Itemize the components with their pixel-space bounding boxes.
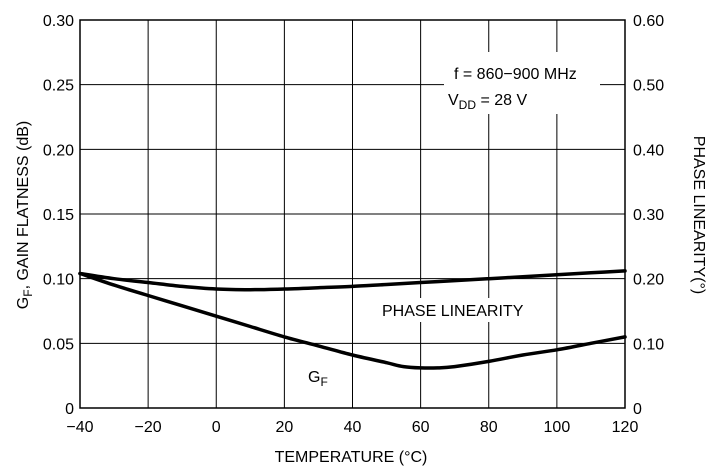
right-y-axis-title: PHASE LINEARITY(°)	[690, 136, 707, 294]
left-y-tick-label: 0.25	[43, 78, 74, 95]
grid	[79, 19, 626, 409]
left-y-tick-label: 0	[65, 401, 74, 418]
left-y-tick-label: 0.15	[43, 207, 74, 224]
vdd-annotation: VDD = 28 V	[448, 92, 527, 112]
frequency-annotation: f = 860−900 MHz	[454, 66, 577, 83]
tick-labels: −40 −20 0 20 40 60 80 100 12000.050.100.150.200.…	[43, 13, 664, 436]
x-tick-label: 60	[412, 419, 430, 436]
x-tick-label: −20	[135, 419, 162, 436]
x-tick-label: 0	[212, 419, 221, 436]
x-tick-label: 20	[275, 419, 293, 436]
phase-linearity-line	[78, 269, 627, 292]
right-y-tick-label: 0.40	[633, 142, 664, 159]
right-y-tick-label: 0.60	[633, 13, 664, 30]
right-y-tick-label: 0.20	[633, 272, 664, 289]
series-lines	[78, 269, 627, 370]
gf-series-label: GF	[308, 369, 328, 389]
x-axis-title: TEMPERATURE (°C)	[275, 449, 428, 466]
plot-frame	[79, 19, 626, 409]
left-y-tick-label: 0.20	[43, 142, 74, 159]
right-y-tick-label: 0.50	[633, 78, 664, 95]
annotation-background	[444, 52, 600, 114]
phase-linearity-series-label: PHASE LINEARITY	[382, 303, 524, 320]
x-tick-label: 40	[344, 419, 362, 436]
x-tick-label: −40	[66, 419, 93, 436]
right-y-tick-label: 0.10	[633, 336, 664, 353]
left-y-axis-title: GF, GAIN FLATNESS (dB)	[15, 121, 35, 309]
phase-label-background	[378, 298, 540, 322]
left-y-tick-label: 0.30	[43, 13, 74, 30]
left-y-tick-label: 0.05	[43, 336, 74, 353]
left-y-tick-label: 0.10	[43, 272, 74, 289]
right-y-tick-label: 0.30	[633, 207, 664, 224]
right-y-tick-label: 0	[633, 401, 642, 418]
gain-flatness-line	[78, 271, 627, 370]
x-tick-label: 120	[612, 419, 639, 436]
x-tick-label: 100	[544, 419, 571, 436]
x-tick-label: 80	[480, 419, 498, 436]
